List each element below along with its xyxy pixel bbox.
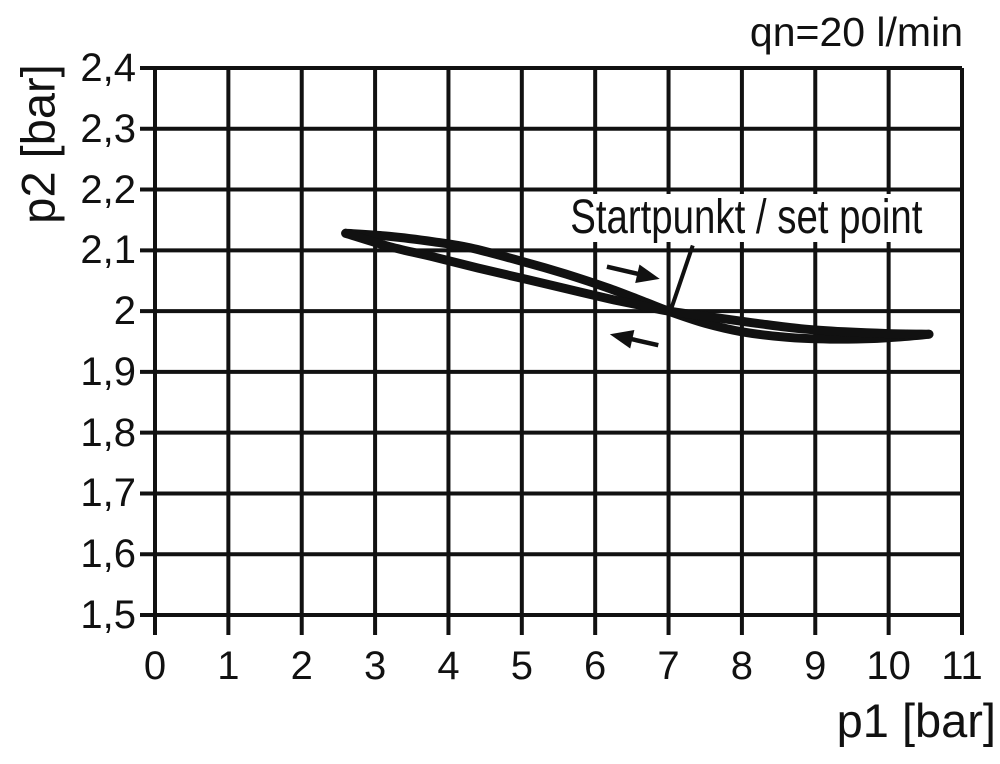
curve-hysteresis-branch-shallow	[341, 228, 934, 339]
x-axis-tick-label: 4	[437, 644, 460, 688]
increasing-p1-arrow-icon	[606, 264, 660, 283]
y-axis-tick-label: 1,9	[80, 349, 136, 394]
x-axis-title: p1 [bar]	[836, 694, 996, 747]
x-axis-tick-label: 2	[290, 644, 313, 688]
x-axis-tick-label: 0	[143, 644, 167, 688]
x-axis-tick-label: 10	[866, 644, 911, 688]
y-axis-title: p2 [bar]	[11, 64, 65, 224]
decreasing-p1-arrow-icon	[609, 330, 659, 349]
y-axis-tick-label: 1,5	[80, 593, 136, 637]
y-axis-tick-label: 2,1	[80, 228, 136, 273]
grid-lines	[140, 66, 964, 635]
set-point-annotation-label: Startpunkt / set point	[567, 194, 926, 242]
x-axis-tick-label: 8	[730, 644, 754, 688]
x-axis-tick-label: 9	[804, 644, 827, 688]
y-axis-tick-label: 1,7	[80, 471, 136, 516]
x-axis-tick-label: 6	[584, 644, 607, 688]
x-axis-tick-label: 11	[941, 644, 983, 688]
x-axis-tick-label: 1	[217, 644, 240, 688]
y-axis-tick-label: 1,8	[80, 410, 136, 455]
y-axis-tick-label: 2,2	[80, 167, 136, 212]
x-axis-tick-label: 7	[657, 644, 680, 688]
y-axis-tick-label: 2,4	[80, 46, 136, 90]
y-axis-tick-label: 2	[113, 289, 136, 334]
set-point-leader-line	[668, 244, 695, 313]
x-axis-tick-label: 3	[363, 644, 387, 688]
y-axis-tick-label: 2,3	[80, 106, 136, 151]
flow-rate-label: qn=20 l/min	[749, 9, 963, 55]
x-axis-tick-label: 5	[510, 644, 533, 688]
y-axis-tick-label: 1,6	[80, 532, 136, 577]
